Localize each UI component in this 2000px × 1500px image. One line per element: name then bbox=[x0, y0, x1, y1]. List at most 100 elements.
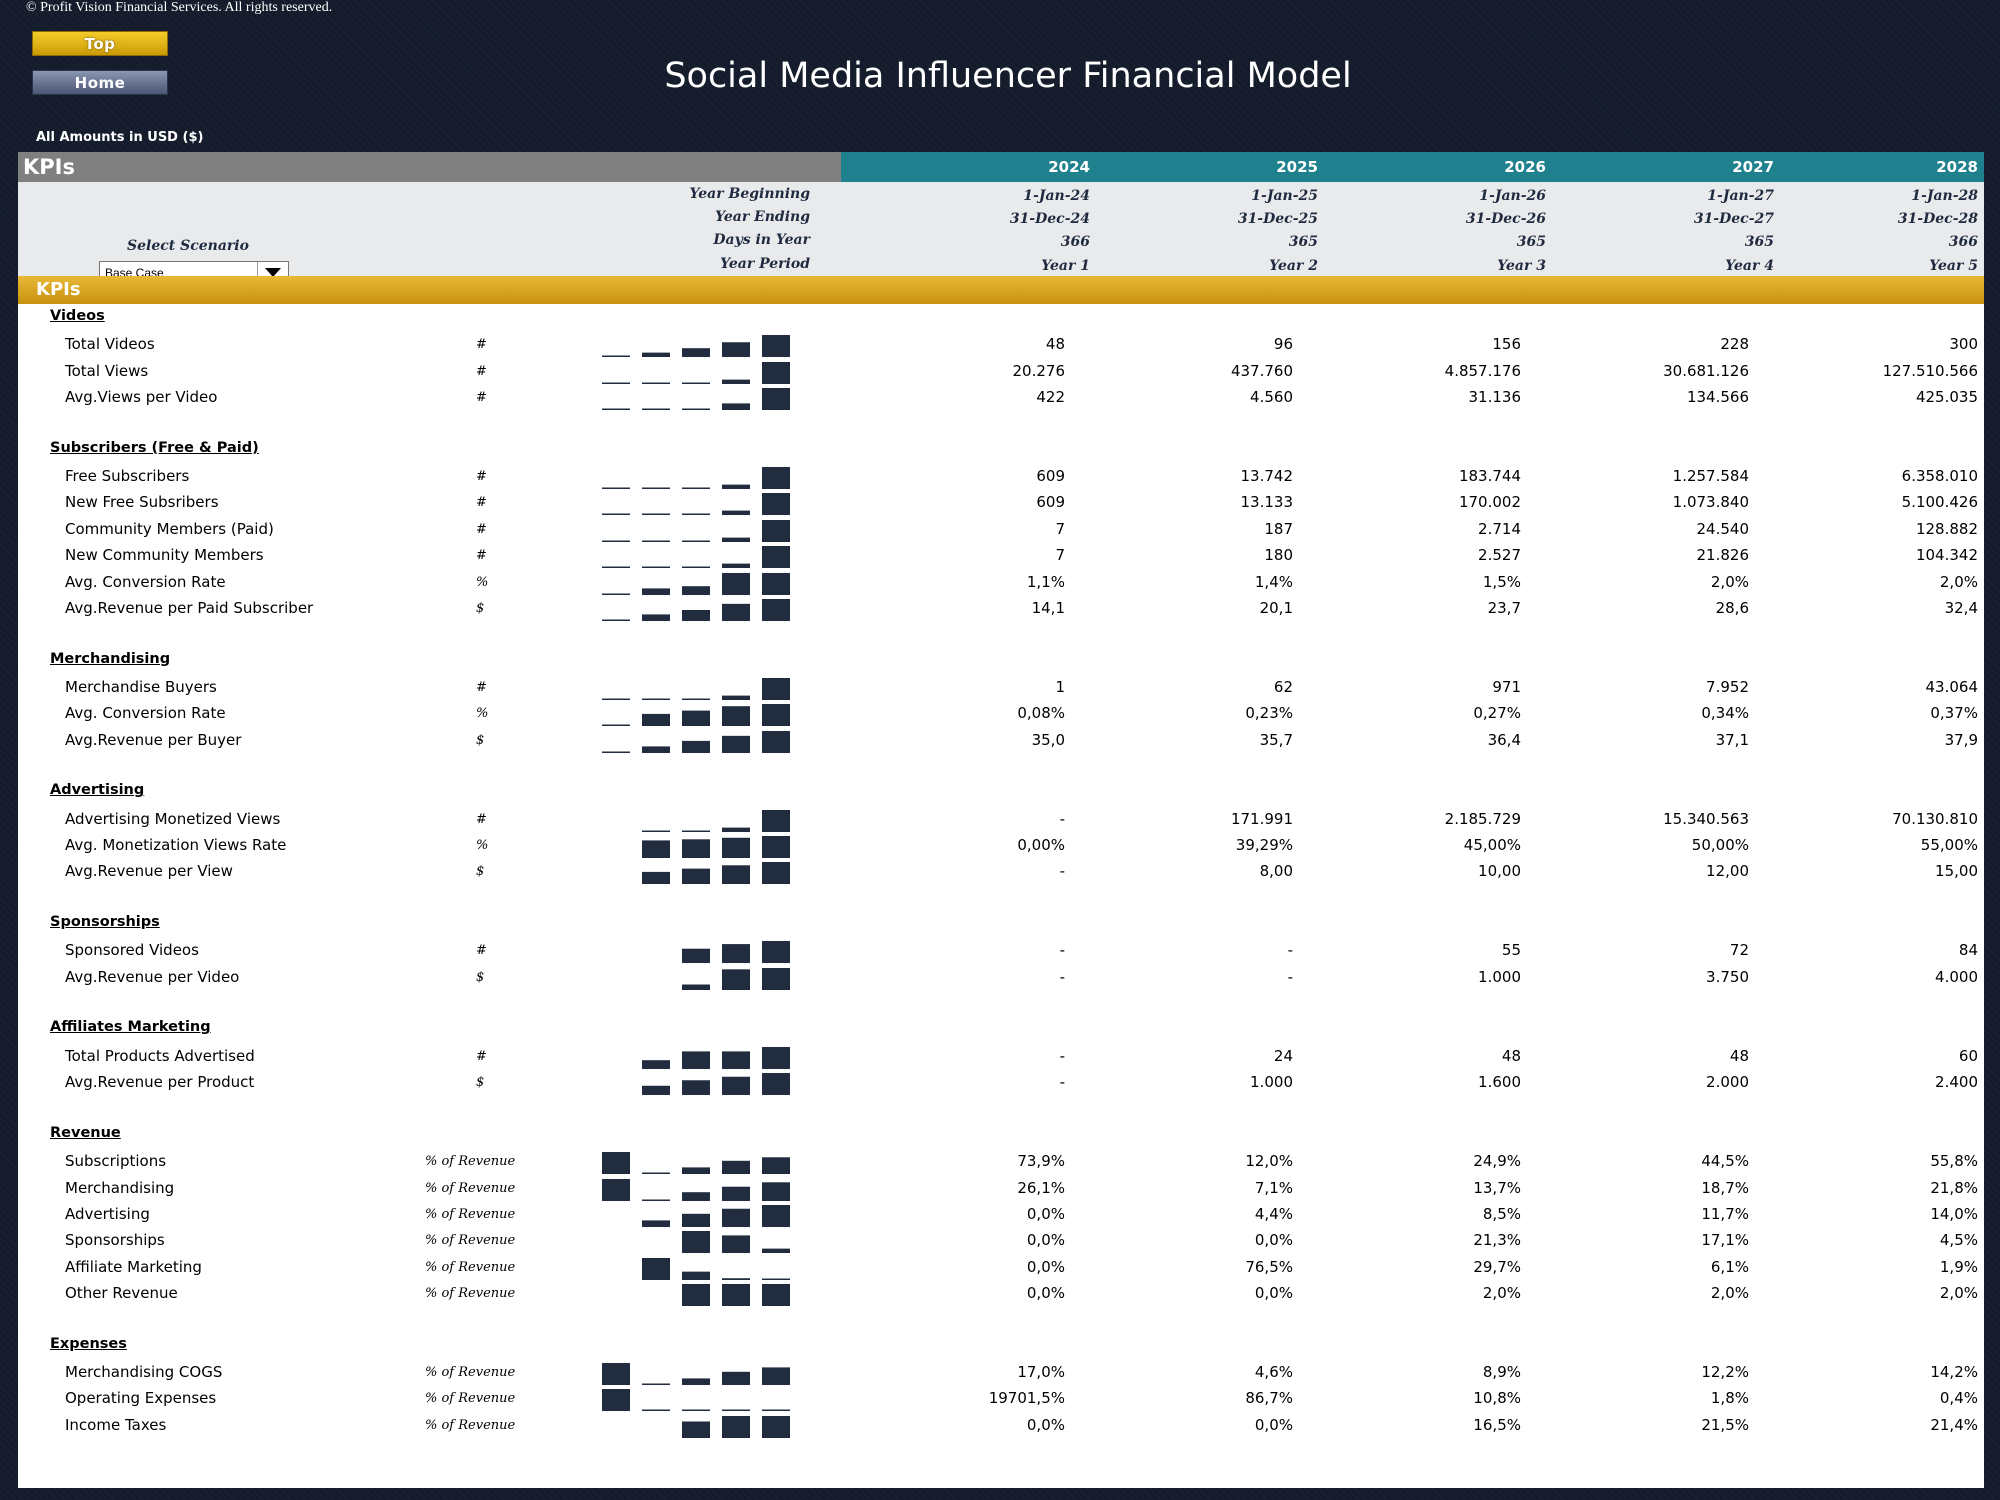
section-title: Expenses bbox=[50, 1335, 127, 1352]
kpi-value-cell: 50,00% bbox=[1691, 836, 1749, 854]
kpi-value-cell: 4.000 bbox=[1935, 967, 1978, 986]
kpi-value-cell: 55,00% bbox=[1920, 836, 1978, 854]
kpi-sparkline bbox=[602, 1150, 822, 1176]
sparkline-bar bbox=[762, 572, 790, 595]
kpi-value-cell: 171.991 bbox=[1230, 809, 1293, 828]
home-button[interactable]: Home bbox=[32, 70, 168, 95]
sparkline-bar bbox=[762, 1409, 790, 1412]
kpi-value-cell: 0,0% bbox=[1026, 1204, 1065, 1223]
kpi-value-cell: 1,8% bbox=[1710, 1389, 1749, 1408]
sparkline-bar bbox=[762, 1248, 790, 1254]
kpi-value-cell: 48 bbox=[1501, 1046, 1521, 1065]
kpi-value-cell: 4,6% bbox=[1254, 1363, 1293, 1381]
sparkline-bar bbox=[602, 1363, 630, 1385]
kpi-sheet: KPIs 2024 2025 2026 2027 2028 Select Sce… bbox=[18, 152, 1984, 1488]
kpi-value-cell: 28,6 bbox=[1715, 598, 1749, 617]
sparkline-bar bbox=[682, 609, 710, 621]
sparkline-bar bbox=[722, 827, 750, 832]
sparkline-bar bbox=[762, 809, 790, 832]
sparkline-bar bbox=[642, 1059, 670, 1069]
sparkline-bar bbox=[762, 677, 790, 700]
kpi-value-cell: 134.566 bbox=[1686, 388, 1749, 407]
kpi-row-label: Avg.Revenue per Video bbox=[65, 967, 240, 986]
kpi-value-cell: 12,00 bbox=[1706, 862, 1749, 881]
kpi-value-cell: 4.560 bbox=[1250, 388, 1293, 407]
sparkline-bar bbox=[682, 830, 710, 832]
period-info-band: Select Scenario Base Case bbox=[18, 182, 1984, 284]
kpi-row-label: Avg. Monetization Views Rate bbox=[65, 836, 287, 854]
kpi-value-cell: 35,7 bbox=[1259, 730, 1293, 749]
top-button[interactable]: Top bbox=[32, 31, 168, 56]
kpi-value-cell: 20.276 bbox=[1012, 361, 1066, 380]
kpi-row-unit: % bbox=[476, 838, 489, 853]
sparkline-bar bbox=[642, 513, 670, 516]
sparkline-bar bbox=[762, 704, 790, 727]
sparkline-bar bbox=[642, 698, 670, 700]
kpi-value-cell: 26,1% bbox=[1017, 1178, 1065, 1197]
kpi-value-cell: 0,34% bbox=[1701, 704, 1749, 723]
kpi-sparkline bbox=[602, 808, 822, 834]
info-row-value: 365 bbox=[1288, 234, 1318, 250]
sparkline-bar bbox=[722, 1208, 750, 1227]
info-row-value: 1-Jan-26 bbox=[1479, 188, 1546, 204]
kpi-value-cell: 76,5% bbox=[1245, 1257, 1293, 1276]
kpi-value-cell: 23,7 bbox=[1487, 598, 1521, 617]
sparkline-bar bbox=[762, 1278, 790, 1280]
kpi-row-label: Income Taxes bbox=[65, 1415, 167, 1434]
sparkline-bar bbox=[642, 1220, 670, 1227]
kpi-value-cell: 15,00 bbox=[1935, 862, 1978, 881]
sparkline-bar bbox=[722, 695, 750, 700]
section-title: Merchandising bbox=[50, 650, 171, 667]
sparkline-bar bbox=[682, 1191, 710, 1201]
kpi-value-cell: 2.185.729 bbox=[1444, 809, 1521, 828]
kpi-row-unit: % of Revenue bbox=[425, 1233, 516, 1249]
kpi-row-label: Advertising bbox=[65, 1204, 150, 1223]
kpi-value-cell: - bbox=[1059, 967, 1065, 986]
kpi-row-label: Other Revenue bbox=[65, 1283, 178, 1302]
info-row-value: Year 2 bbox=[1269, 258, 1318, 274]
info-row-value: 31-Dec-26 bbox=[1465, 211, 1546, 227]
kpi-section-label: KPIs bbox=[36, 279, 81, 300]
kpi-row-label: New Community Members bbox=[65, 546, 264, 565]
sparkline-bar bbox=[722, 1235, 750, 1254]
kpi-value-cell: 0,08% bbox=[1017, 704, 1065, 723]
kpi-value-cell: 2,0% bbox=[1710, 572, 1749, 591]
kpi-sparkline bbox=[602, 834, 822, 860]
sparkline-bar bbox=[642, 352, 670, 358]
sparkline-bar bbox=[602, 408, 630, 411]
sparkline-bar bbox=[762, 730, 790, 753]
sparkline-bar bbox=[722, 342, 750, 358]
sparkline-bar bbox=[722, 969, 750, 990]
kpi-sparkline bbox=[602, 1256, 822, 1282]
kpi-value-cell: 2,0% bbox=[1939, 572, 1978, 591]
kpi-value-cell: 2.400 bbox=[1935, 1073, 1978, 1092]
kpi-sparkline bbox=[602, 1414, 822, 1440]
kpi-value-cell: 180 bbox=[1264, 546, 1293, 565]
sparkline-bar bbox=[722, 1051, 750, 1069]
sparkline-bar bbox=[642, 745, 670, 753]
info-row-value: Year 1 bbox=[1041, 258, 1090, 274]
kpi-value-cell: 96 bbox=[1273, 335, 1293, 354]
kpi-row-label: Advertising Monetized Views bbox=[65, 809, 281, 828]
kpi-value-cell: 1.000 bbox=[1250, 1073, 1293, 1092]
sparkline-bar bbox=[682, 487, 710, 490]
section-title: Subscribers (Free & Paid) bbox=[50, 439, 259, 456]
kpi-row-label: Total Views bbox=[65, 361, 149, 380]
info-row-value: Year 4 bbox=[1725, 258, 1774, 274]
sparkline-bar bbox=[682, 408, 710, 411]
sparkline-bar bbox=[602, 751, 630, 753]
kpi-sparkline bbox=[602, 465, 822, 491]
sparkline-bar bbox=[682, 1231, 710, 1254]
kpi-value-cell: 21,3% bbox=[1473, 1231, 1521, 1250]
kpi-value-cell: 31.136 bbox=[1468, 388, 1522, 407]
sparkline-bar bbox=[682, 566, 710, 569]
sparkline-bar bbox=[762, 598, 790, 621]
kpi-value-cell: 2,0% bbox=[1710, 1283, 1749, 1302]
kpi-sparkline bbox=[602, 939, 822, 965]
kpi-sparkline bbox=[602, 729, 822, 755]
sparkline-bar bbox=[762, 1367, 790, 1385]
kpi-row-unit: % of Revenue bbox=[425, 1180, 516, 1196]
kpi-value-cell: 72 bbox=[1729, 941, 1749, 960]
kpi-value-cell: 4.857.176 bbox=[1444, 361, 1521, 380]
kpi-value-cell: 6,1% bbox=[1710, 1257, 1749, 1276]
